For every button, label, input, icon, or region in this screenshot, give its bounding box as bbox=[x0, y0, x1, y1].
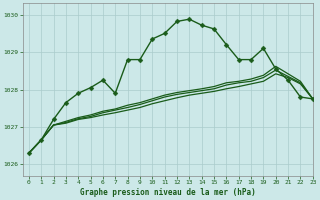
X-axis label: Graphe pression niveau de la mer (hPa): Graphe pression niveau de la mer (hPa) bbox=[80, 188, 256, 197]
